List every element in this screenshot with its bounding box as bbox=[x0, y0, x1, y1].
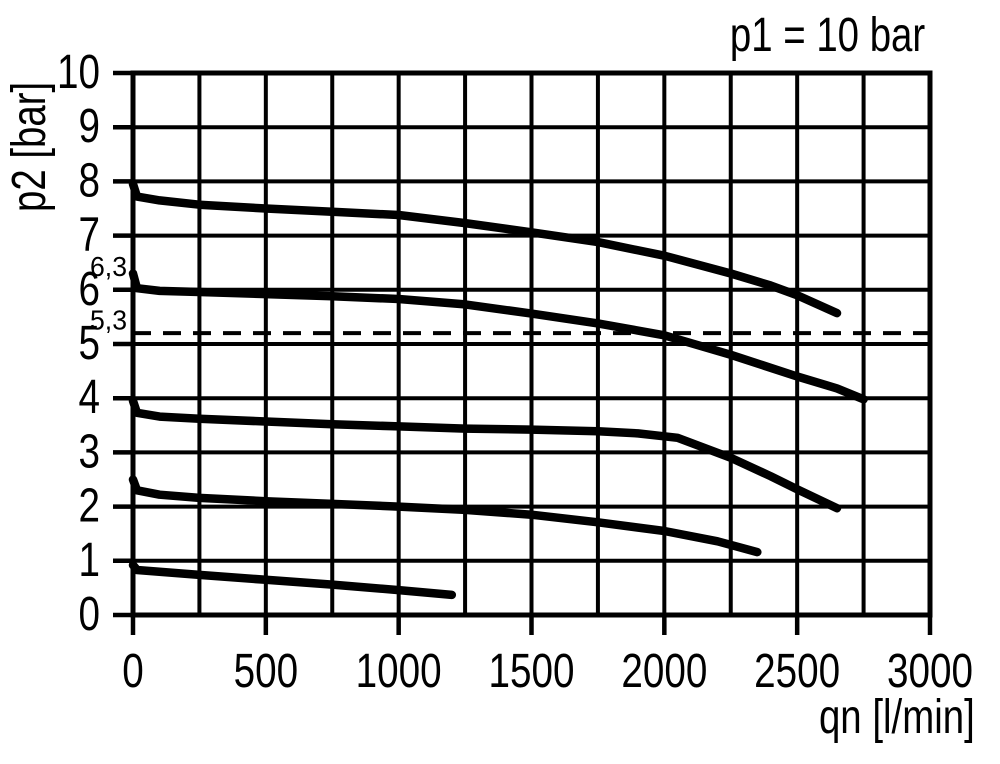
y-tick-label: 9 bbox=[79, 100, 101, 153]
axis-annotation: 5,3 bbox=[90, 305, 127, 336]
y-tick-label: 8 bbox=[79, 154, 101, 207]
axis-annotation: 6,3 bbox=[90, 251, 127, 282]
x-tick-label: 3000 bbox=[887, 645, 973, 698]
y-tick-label: 2 bbox=[79, 480, 101, 533]
y-axis-title: p2 [bar] bbox=[3, 81, 56, 213]
curve-1 bbox=[128, 179, 842, 318]
x-tick-label: 2000 bbox=[621, 645, 707, 698]
y-tick-label: 1 bbox=[79, 534, 101, 587]
y-tick-label: 6 bbox=[79, 263, 101, 316]
curve-4 bbox=[128, 475, 762, 557]
y-tick-label: 3 bbox=[79, 425, 101, 478]
chart-title: p1 = 10 bar bbox=[729, 9, 925, 62]
x-tick-label: 1500 bbox=[489, 645, 575, 698]
x-tick-label: 2500 bbox=[754, 645, 840, 698]
x-tick-label: 500 bbox=[234, 645, 299, 698]
curve-5 bbox=[128, 560, 457, 600]
y-tick-label: 7 bbox=[79, 209, 101, 262]
y-tick-label: 5 bbox=[79, 317, 101, 370]
y-tick-label: 4 bbox=[79, 371, 101, 424]
x-axis-title: qn [l/min] bbox=[819, 691, 975, 744]
curve-2 bbox=[128, 269, 868, 404]
curve-3 bbox=[128, 396, 842, 513]
x-tick-label: 1000 bbox=[356, 645, 442, 698]
x-tick-label: 0 bbox=[122, 645, 144, 698]
y-tick-label: 10 bbox=[57, 46, 100, 99]
y-tick-label: 0 bbox=[79, 588, 101, 641]
